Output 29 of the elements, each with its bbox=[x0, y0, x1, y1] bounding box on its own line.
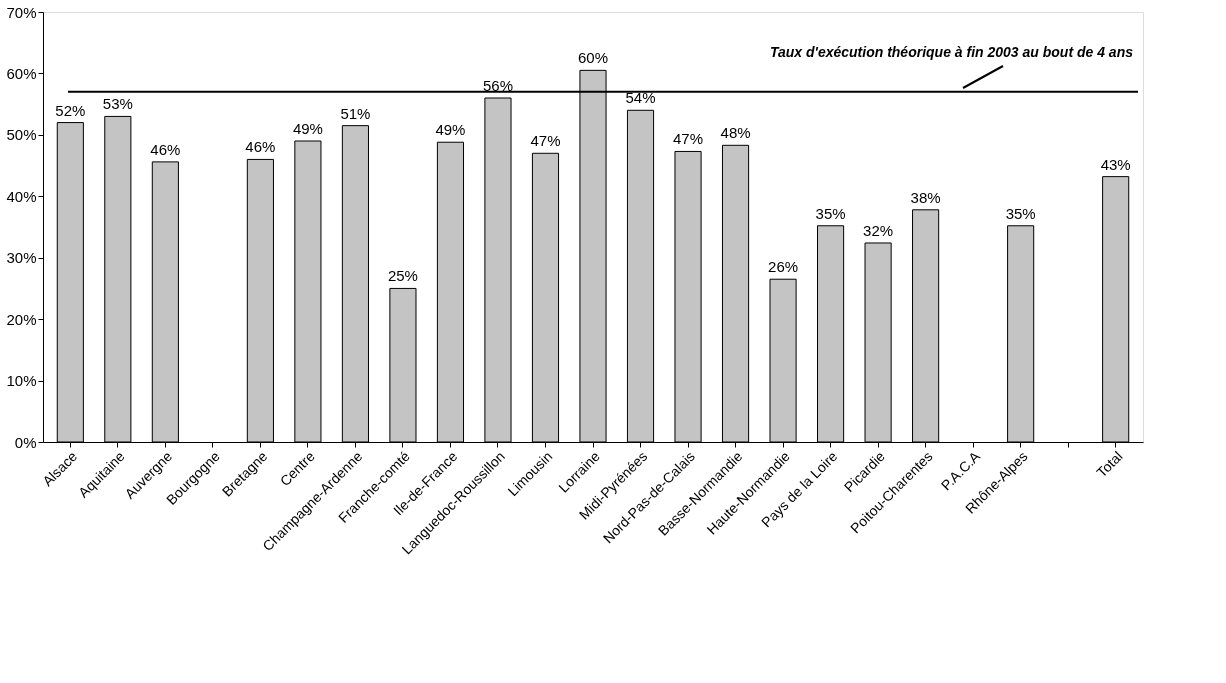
y-tick-label: 70% bbox=[6, 3, 37, 21]
data-label: 49% bbox=[435, 121, 466, 139]
y-tick-label: 30% bbox=[6, 249, 37, 267]
data-label: 60% bbox=[577, 49, 609, 67]
y-tick-label: 50% bbox=[6, 126, 37, 144]
y-tick-label: 60% bbox=[6, 64, 37, 82]
data-label: 49% bbox=[292, 120, 323, 137]
y-tick-label: 10% bbox=[6, 372, 37, 390]
data-label: 35% bbox=[815, 204, 846, 222]
data-label: 47% bbox=[673, 130, 704, 148]
data-label: 56% bbox=[482, 77, 513, 94]
data-label: 35% bbox=[1005, 204, 1036, 222]
data-label: 52% bbox=[55, 101, 86, 119]
data-label: 46% bbox=[245, 138, 276, 156]
data-label: 32% bbox=[863, 221, 894, 239]
data-label: 46% bbox=[150, 140, 181, 158]
data-label: 26% bbox=[768, 258, 799, 276]
data-label: 54% bbox=[625, 89, 656, 107]
data-label: 43% bbox=[1100, 155, 1131, 173]
y-tick-label: 0% bbox=[14, 433, 37, 451]
data-label: 25% bbox=[387, 267, 418, 285]
data-label: 53% bbox=[102, 95, 133, 113]
data-label: 48% bbox=[720, 124, 751, 142]
data-label: 51% bbox=[340, 104, 371, 122]
ref-line-label: Taux d'exécution théorique à fin 2003 au bout de 4 ans bbox=[769, 43, 1134, 60]
y-tick-label: 20% bbox=[6, 310, 37, 328]
data-label: 38% bbox=[910, 188, 941, 206]
data-label: 47% bbox=[530, 132, 561, 150]
y-tick-label: 40% bbox=[6, 187, 37, 205]
